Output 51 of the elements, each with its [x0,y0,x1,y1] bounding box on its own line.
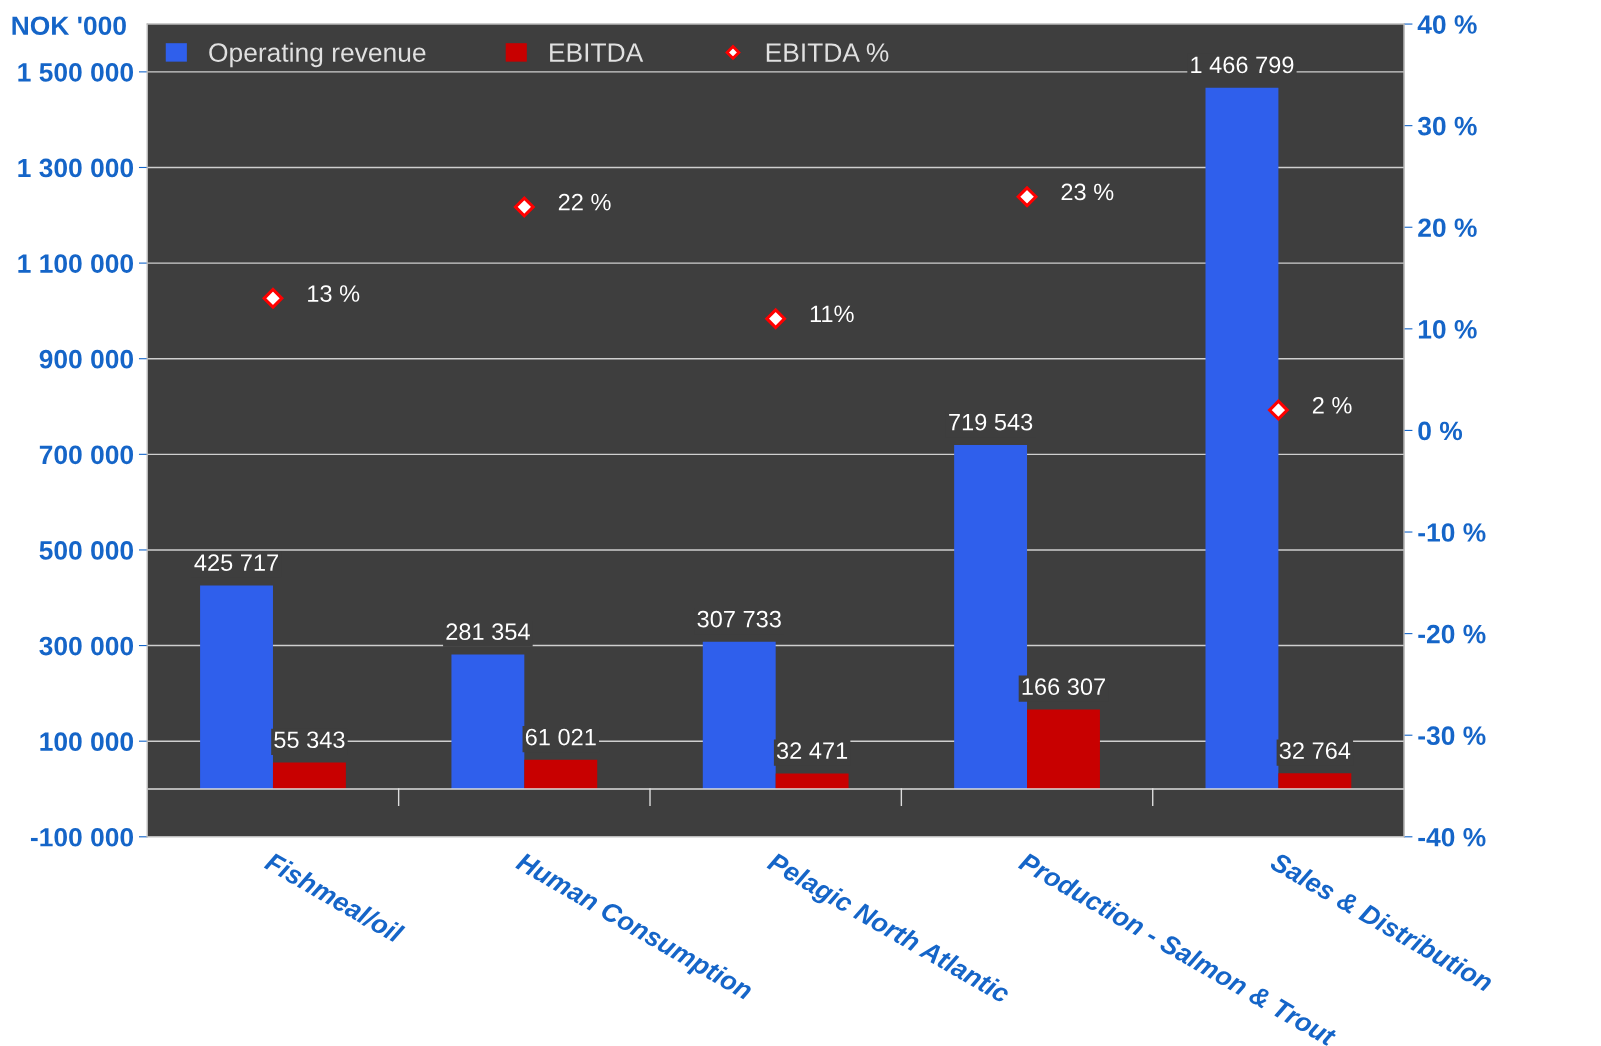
data-label: 32 471 [776,742,848,760]
point [1268,399,1289,421]
y-axis-title: NOK '000 [12,16,126,36]
y2-tick-label: 20 % [1418,218,1477,238]
data-label: 281 354 [446,623,530,641]
bar [1027,709,1100,789]
y2-tick-label: 0 % [1418,421,1463,441]
bar [1205,87,1279,789]
data-label: 1 466 799 [1191,56,1294,74]
data-label: 166 307 [1022,678,1105,696]
bar [702,641,776,789]
point [1016,186,1038,208]
y-tick-label: 500 000 [39,541,134,560]
data-label: 61 021 [525,728,596,746]
y2-tick-label: -30 % [1418,726,1486,746]
y-tick-label: 300 000 [39,636,134,656]
y2-tick-label: -40 % [1418,827,1486,847]
data-label: 2 % [1312,396,1352,414]
y-tick-label: 700 000 [39,445,134,465]
y-tick-label: 900 000 [39,349,134,369]
y-tick-label: 1 300 000 [18,158,134,178]
data-label: 11% [810,305,854,323]
bar [1278,773,1352,789]
data-label: 32 764 [1279,742,1351,759]
bar [775,773,849,789]
legend-label: EBITDA % [766,43,889,62]
bar [451,654,525,789]
y2-tick-label: -20 % [1418,624,1486,644]
bar [272,762,346,789]
y2-tick-label: 10 % [1418,319,1477,339]
y2-tick-label: 30 % [1417,116,1477,136]
point [262,287,284,309]
data-label: 55 343 [274,731,345,749]
point [765,308,787,330]
data-label: 23 % [1061,183,1114,201]
data-label: 22 % [558,193,611,211]
bar [200,585,273,789]
y-tick-label: 100 000 [40,732,134,751]
y-tick-label: 1 100 000 [18,254,134,273]
y-tick-label: 1 500 000 [18,63,134,82]
data-label: 13 % [308,285,360,302]
y-tick-label: -100 000 [30,827,134,847]
data-label: 425 717 [194,554,279,572]
bar [524,759,598,789]
data-label: 719 543 [949,413,1033,431]
data-label: 307 733 [697,610,781,628]
legend-label: Operating revenue [209,42,426,68]
legend-label: EBITDA [550,43,644,62]
point [513,196,535,218]
y2-tick-label: -10 % [1418,523,1486,542]
y2-tick-label: 40 % [1417,15,1477,34]
